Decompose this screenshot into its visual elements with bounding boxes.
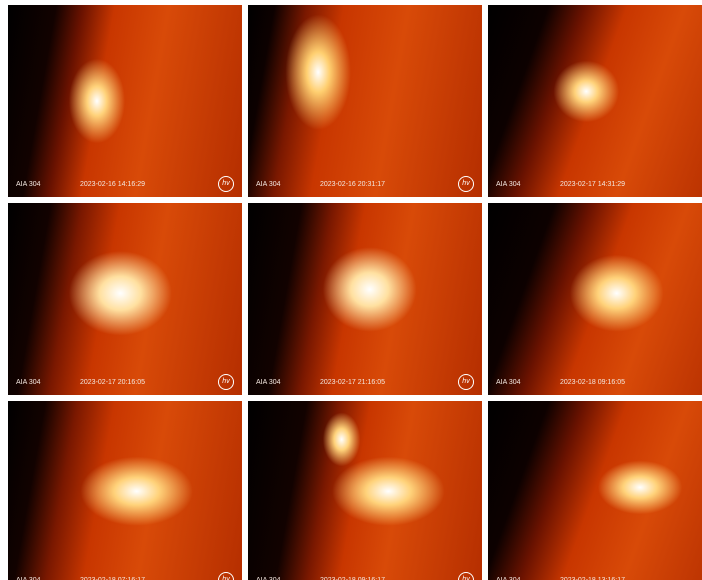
logo: hv xyxy=(458,572,474,580)
solar-image: AIA 304 2023-02-17 20:16:05 hv xyxy=(8,203,242,395)
timestamp: 2023-02-17 14:31:29 xyxy=(560,181,625,188)
solar-image: AIA 304 2023-02-17 21:16:05 hv xyxy=(248,203,482,395)
instrument-label: AIA 304 xyxy=(16,379,41,386)
logo: hv xyxy=(458,176,474,192)
timestamp: 2023-02-16 20:31:17 xyxy=(320,181,385,188)
timestamp: 2023-02-18 09:16:05 xyxy=(560,379,625,386)
timestamp: 2023-02-17 20:16:05 xyxy=(80,379,145,386)
instrument-label: AIA 304 xyxy=(16,181,41,188)
solar-image: AIA 304 2023-02-16 20:31:17 hv xyxy=(248,5,482,197)
logo: hv xyxy=(218,374,234,390)
image-grid: AIA 3042023-02-16 14:16:29hvAIA 3042023-… xyxy=(0,0,702,580)
logo: hv xyxy=(218,176,234,192)
timestamp: 2023-02-17 21:16:05 xyxy=(320,379,385,386)
instrument-label: AIA 304 xyxy=(496,181,521,188)
logo: hv xyxy=(218,572,234,580)
timestamp: 2023-02-16 14:16:29 xyxy=(80,181,145,188)
instrument-label: AIA 304 xyxy=(256,379,281,386)
instrument-label: AIA 304 xyxy=(496,379,521,386)
solar-image: AIA 304 2023-02-16 14:16:29 hv xyxy=(8,5,242,197)
logo: hv xyxy=(458,374,474,390)
instrument-label: AIA 304 xyxy=(256,181,281,188)
